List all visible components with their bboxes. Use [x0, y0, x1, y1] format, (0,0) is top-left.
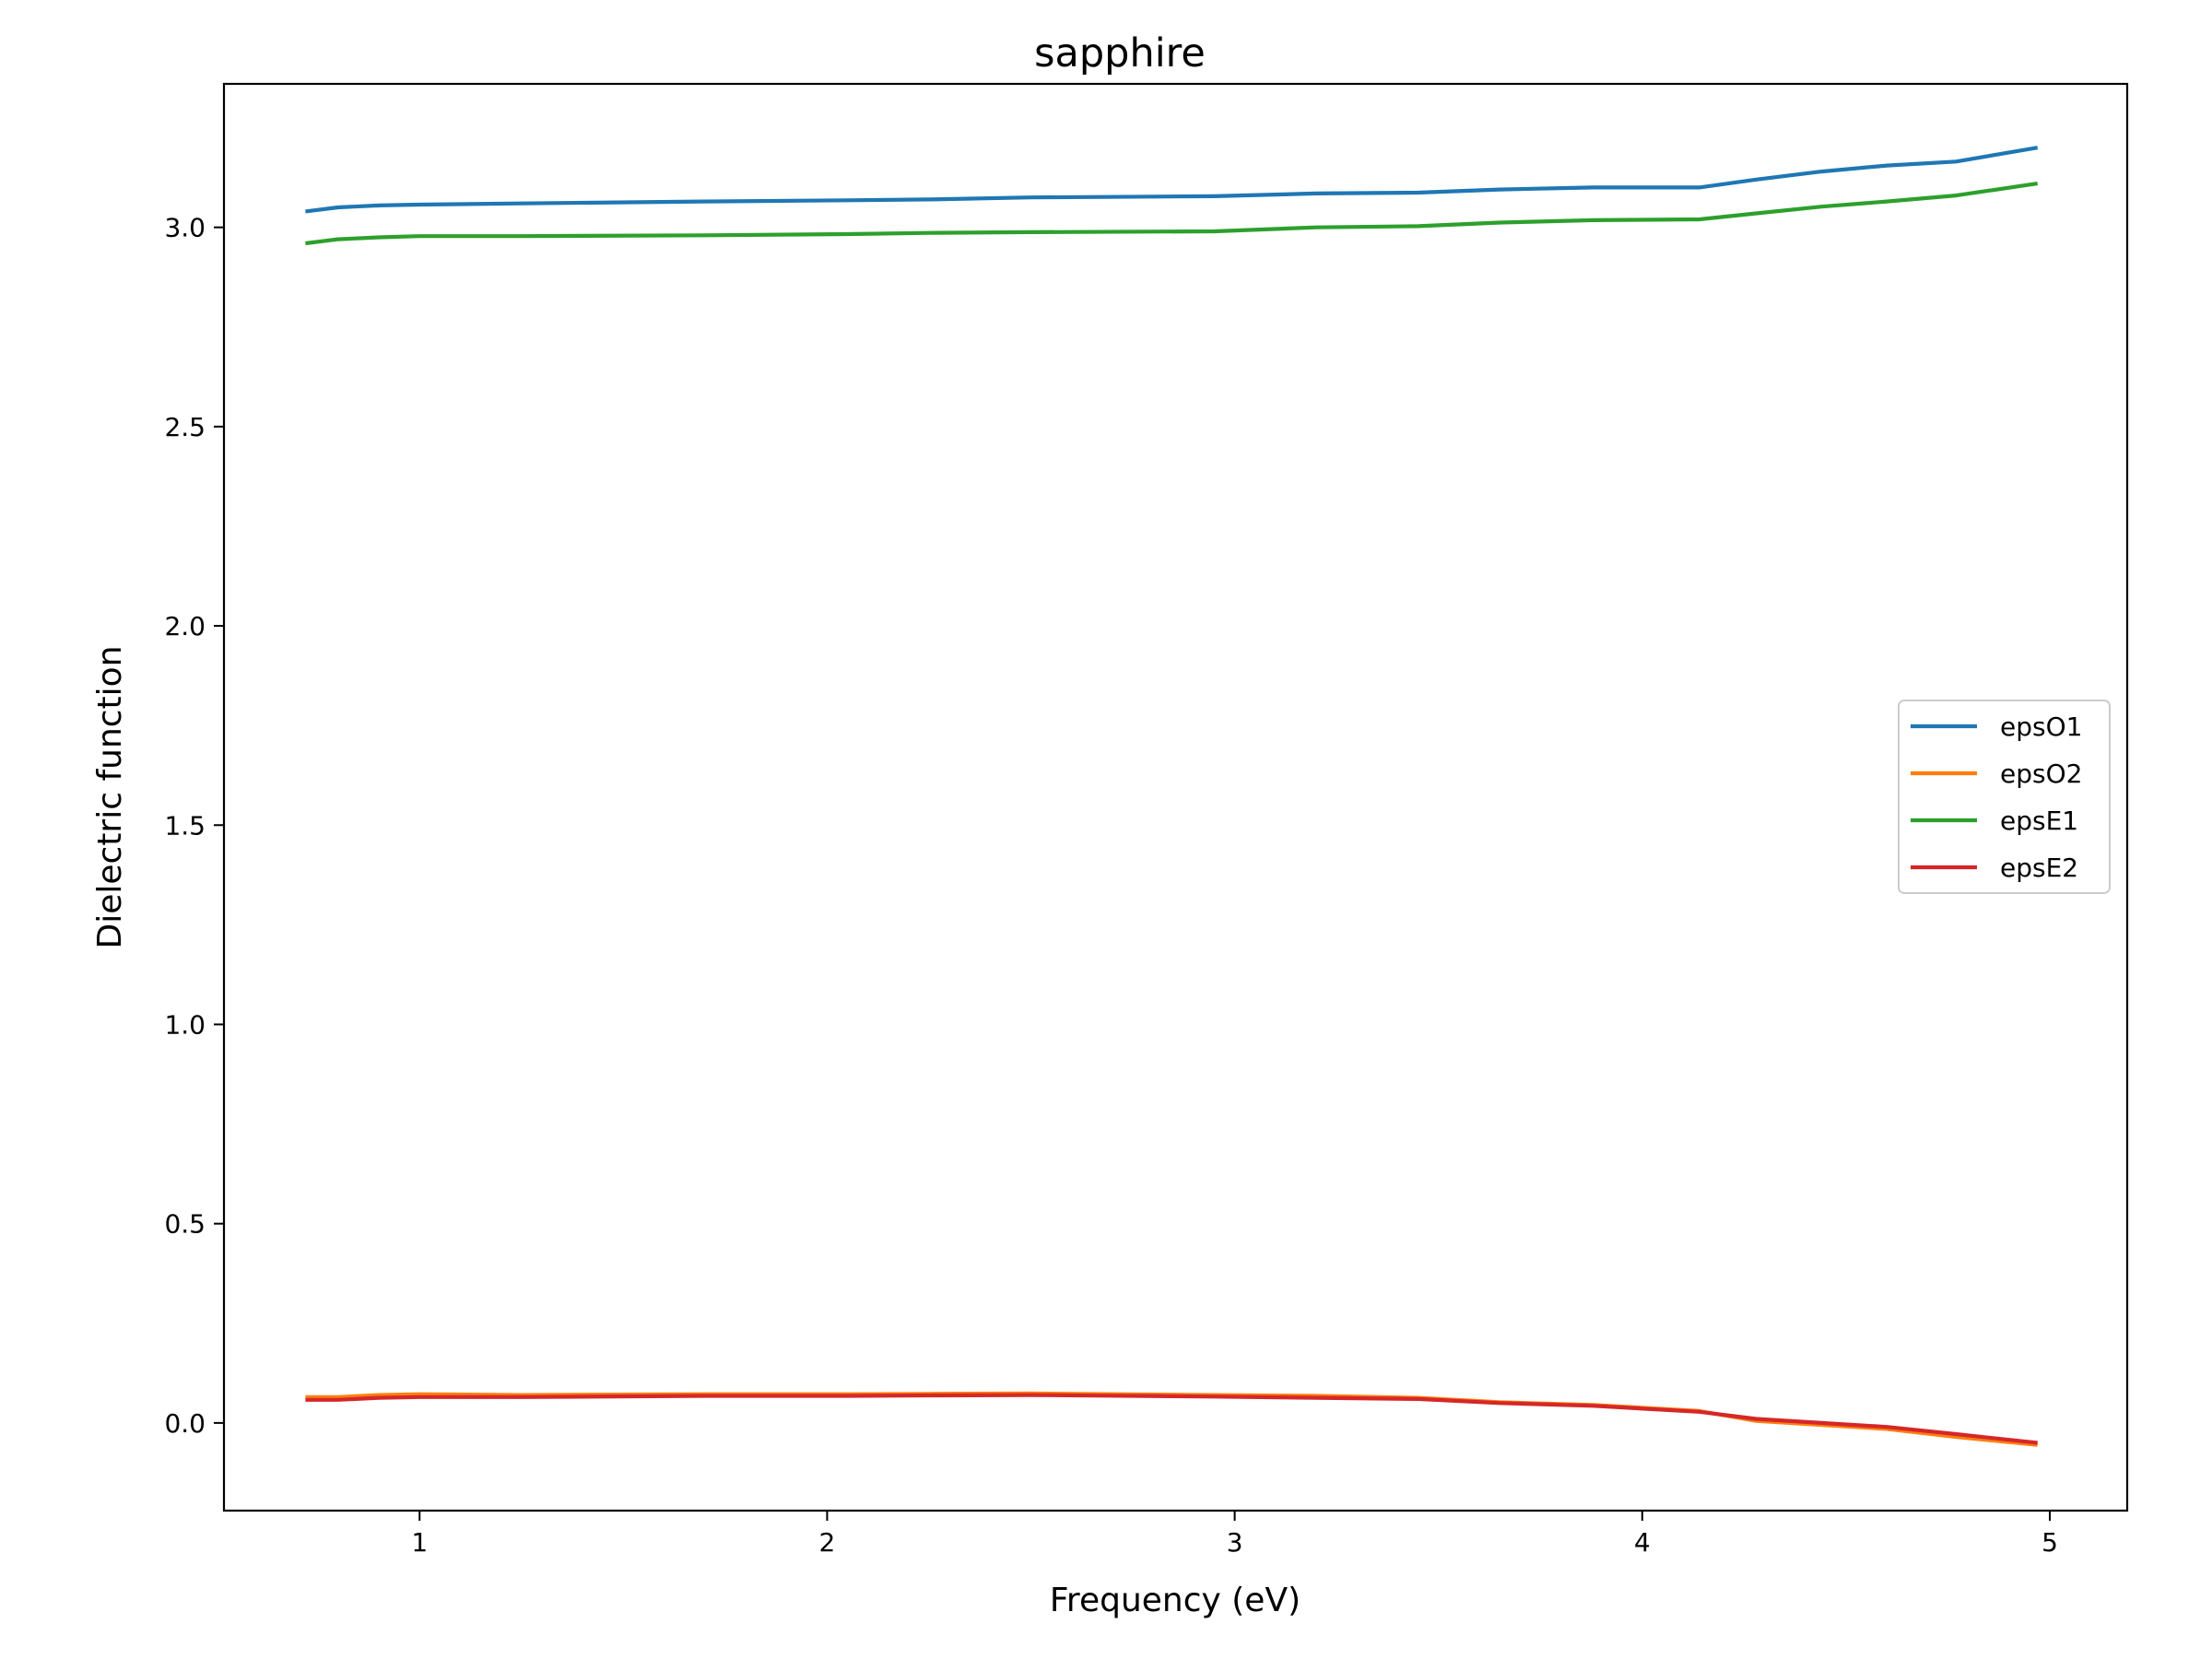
- x-tick-label: 1: [411, 1527, 428, 1558]
- series-line-epsE1: [305, 182, 2039, 246]
- legend-label-epsO2: epsO2: [2000, 759, 2082, 789]
- y-axis-label: Dielectric function: [91, 645, 129, 948]
- x-tick-label: 2: [819, 1527, 836, 1558]
- plot-frame: [222, 82, 2129, 1512]
- y-tick-label: 3.0: [164, 213, 206, 243]
- y-tick-label: 0.5: [164, 1209, 206, 1240]
- series-line-epsE2: [305, 1393, 2038, 1445]
- legend-box: [1898, 700, 2111, 894]
- y-tick-label: 2.5: [164, 412, 206, 442]
- series-line-epsO1: [305, 146, 2039, 214]
- legend-items: epsO1 epsO2 epsE1 epsE2: [1911, 712, 2082, 883]
- legend-label-epsE2: epsE2: [2000, 853, 2078, 883]
- chart-title: sapphire: [1034, 30, 1206, 76]
- x-tick-label: 3: [1227, 1527, 1243, 1558]
- legend-label-epsO1: epsO1: [2000, 712, 2082, 742]
- y-tick-label: 2.0: [164, 611, 206, 641]
- y-tick-label: 0.0: [164, 1408, 206, 1439]
- y-tick-label: 1.5: [164, 810, 206, 841]
- x-tick-label: 4: [1634, 1527, 1651, 1558]
- y-axis-ticks: 0.0 0.5 1.0 1.5 2.0 2.5 3.0: [164, 213, 224, 1439]
- y-tick-label: 1.0: [164, 1009, 206, 1040]
- x-tick-label: 5: [2041, 1527, 2058, 1558]
- plot-lines: [305, 146, 2039, 1447]
- legend: epsO1 epsO2 epsE1 epsE2: [1898, 700, 2111, 894]
- legend-label-epsE1: epsE1: [2000, 806, 2078, 836]
- x-axis-label: Frequency (eV): [1050, 1582, 1300, 1619]
- x-axis-ticks: 1 2 3 4 5: [411, 1511, 2058, 1558]
